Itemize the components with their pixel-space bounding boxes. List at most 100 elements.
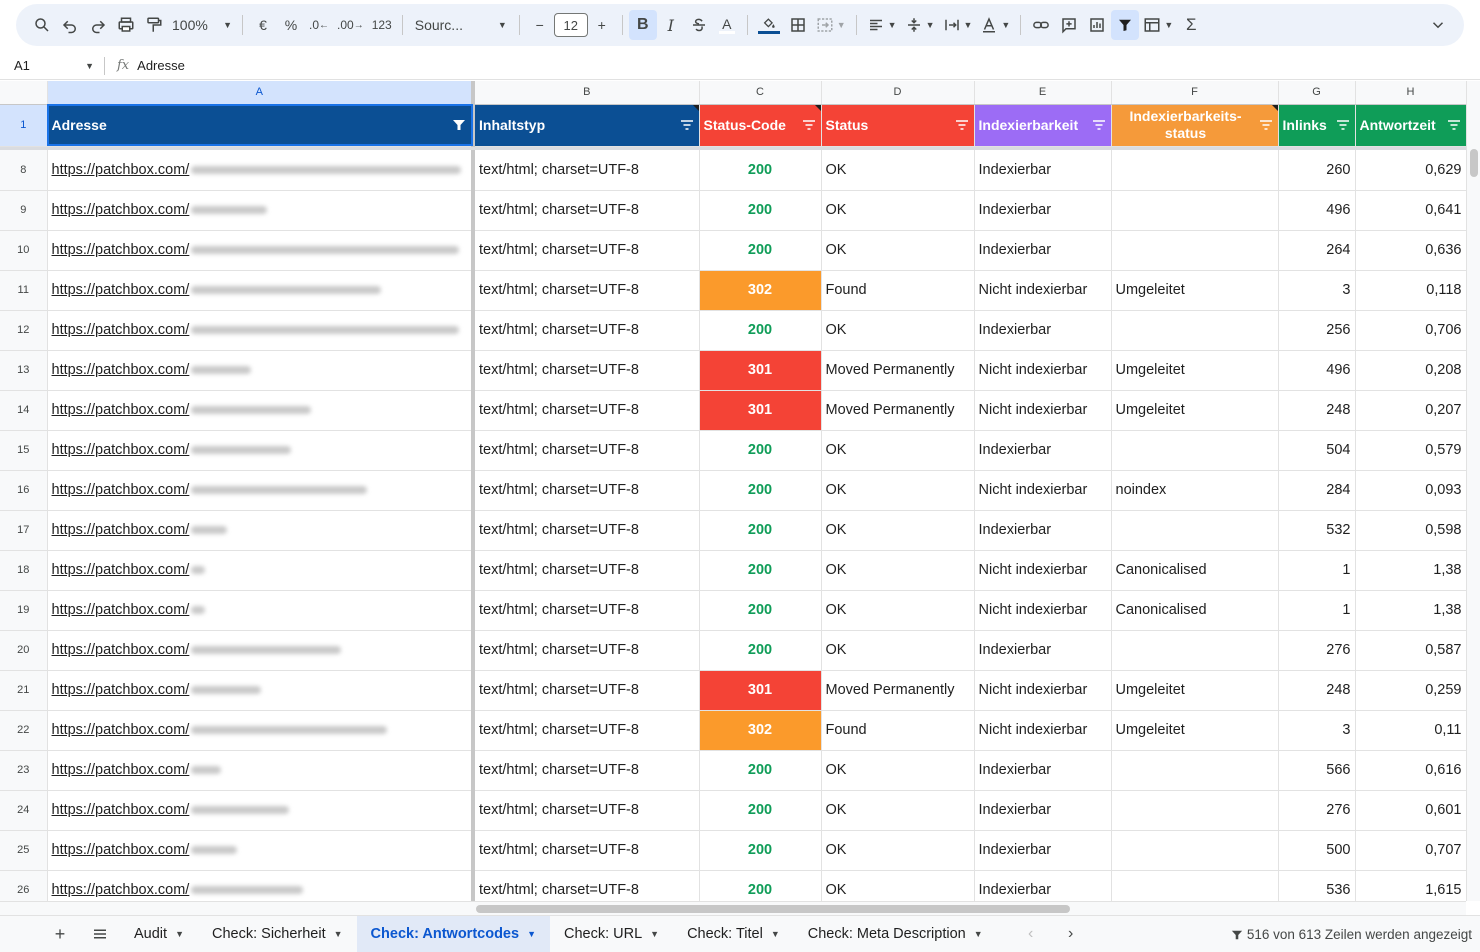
cell-inlinks[interactable]: 1 bbox=[1278, 550, 1356, 591]
cell-indexierbarkeit[interactable]: Indexierbar bbox=[974, 430, 1112, 471]
cell-indexierbarkeit[interactable]: Indexierbar bbox=[974, 150, 1112, 191]
cell-indexierbarkeitsstatus[interactable] bbox=[1111, 430, 1279, 471]
cell-inlinks[interactable]: 532 bbox=[1278, 510, 1356, 551]
cell-indexierbarkeitsstatus[interactable] bbox=[1111, 510, 1279, 551]
cell-antwortzeit[interactable]: 0,601 bbox=[1355, 790, 1466, 831]
cell-inlinks[interactable]: 496 bbox=[1278, 350, 1356, 391]
cell-adresse[interactable]: https://patchbox.com/ bbox=[47, 590, 475, 631]
cell-inhaltstyp[interactable]: text/html; charset=UTF-8 bbox=[473, 310, 700, 351]
cell-status[interactable]: OK bbox=[821, 590, 975, 631]
cell-indexierbarkeitsstatus[interactable] bbox=[1111, 870, 1279, 901]
cell-inlinks[interactable]: 504 bbox=[1278, 430, 1356, 471]
cell-indexierbarkeit[interactable]: Indexierbar bbox=[974, 790, 1112, 831]
cell-status-code[interactable]: 301 bbox=[699, 390, 822, 431]
filter-lines-icon[interactable] bbox=[1447, 119, 1461, 131]
cell-adresse[interactable]: https://patchbox.com/ bbox=[47, 270, 475, 311]
row-number[interactable]: 9 bbox=[0, 190, 48, 231]
cell-antwortzeit[interactable]: 0,11 bbox=[1355, 710, 1466, 751]
cell-adresse[interactable]: https://patchbox.com/ bbox=[47, 190, 475, 231]
row-number[interactable]: 15 bbox=[0, 430, 48, 471]
currency-format-button[interactable]: € bbox=[249, 10, 277, 40]
sheet-tab[interactable]: Audit ▼ bbox=[120, 916, 198, 952]
cell-antwortzeit[interactable]: 0,616 bbox=[1355, 750, 1466, 791]
cell-adresse[interactable]: https://patchbox.com/ bbox=[47, 310, 475, 351]
cell-status[interactable]: OK bbox=[821, 870, 975, 901]
cell-antwortzeit[interactable]: 0,587 bbox=[1355, 630, 1466, 671]
cell-status[interactable]: Moved Permanently bbox=[821, 350, 975, 391]
filter-button[interactable] bbox=[1111, 10, 1140, 40]
borders-button[interactable] bbox=[784, 10, 812, 40]
row-number[interactable]: 25 bbox=[0, 830, 48, 871]
cell-antwortzeit[interactable]: 0,207 bbox=[1355, 390, 1466, 431]
horizontal-scrollbar-thumb[interactable] bbox=[476, 905, 1070, 913]
name-box[interactable]: A1 ▼ bbox=[0, 58, 100, 73]
cell-adresse[interactable]: https://patchbox.com/ bbox=[47, 870, 475, 901]
cell-inhaltstyp[interactable]: text/html; charset=UTF-8 bbox=[473, 590, 700, 631]
sheet-tab[interactable]: Check: Antwortcodes ▼ bbox=[356, 915, 550, 952]
cell-indexierbarkeit[interactable]: Nicht indexierbar bbox=[974, 670, 1112, 711]
insert-chart-button[interactable] bbox=[1083, 10, 1111, 40]
cell-status[interactable]: OK bbox=[821, 510, 975, 551]
cell-inhaltstyp[interactable]: text/html; charset=UTF-8 bbox=[473, 270, 700, 311]
undo-icon[interactable] bbox=[56, 10, 84, 40]
cell-status-code[interactable]: 200 bbox=[699, 150, 822, 191]
cell-indexierbarkeitsstatus[interactable] bbox=[1111, 230, 1279, 271]
print-icon[interactable] bbox=[112, 10, 140, 40]
cell-indexierbarkeit[interactable]: Nicht indexierbar bbox=[974, 270, 1112, 311]
cell-inhaltstyp[interactable]: text/html; charset=UTF-8 bbox=[473, 670, 700, 711]
cell-inhaltstyp[interactable]: text/html; charset=UTF-8 bbox=[473, 750, 700, 791]
cell-indexierbarkeitsstatus[interactable]: Umgeleitet bbox=[1111, 670, 1279, 711]
row-number[interactable]: 16 bbox=[0, 470, 48, 511]
column-header-c[interactable]: C bbox=[699, 81, 822, 105]
cell-antwortzeit[interactable]: 0,706 bbox=[1355, 310, 1466, 351]
cell-inlinks[interactable]: 496 bbox=[1278, 190, 1356, 231]
horizontal-scrollbar[interactable] bbox=[474, 901, 1466, 915]
header-cell-adresse[interactable]: Adresse bbox=[47, 104, 475, 147]
cell-inlinks[interactable]: 264 bbox=[1278, 230, 1356, 271]
cell-adresse[interactable]: https://patchbox.com/ bbox=[47, 550, 475, 591]
insert-comment-button[interactable] bbox=[1055, 10, 1083, 40]
row-number[interactable]: 23 bbox=[0, 750, 48, 791]
decrease-font-size-button[interactable]: − bbox=[526, 10, 554, 40]
cell-indexierbarkeitsstatus[interactable]: Umgeleitet bbox=[1111, 390, 1279, 431]
row-number[interactable]: 10 bbox=[0, 230, 48, 271]
filter-lines-icon[interactable] bbox=[802, 119, 816, 131]
chevron-down-icon[interactable]: ▼ bbox=[770, 929, 780, 939]
cell-indexierbarkeitsstatus[interactable] bbox=[1111, 790, 1279, 831]
cell-status[interactable]: Moved Permanently bbox=[821, 670, 975, 711]
cell-adresse[interactable]: https://patchbox.com/ bbox=[47, 230, 475, 271]
cell-adresse[interactable]: https://patchbox.com/ bbox=[47, 510, 475, 551]
cell-status-code[interactable]: 302 bbox=[699, 710, 822, 751]
cell-status-code[interactable]: 200 bbox=[699, 510, 822, 551]
cell-adresse[interactable]: https://patchbox.com/ bbox=[47, 350, 475, 391]
cell-indexierbarkeitsstatus[interactable]: Umgeleitet bbox=[1111, 350, 1279, 391]
cell-antwortzeit[interactable]: 0,636 bbox=[1355, 230, 1466, 271]
row-number[interactable]: 13 bbox=[0, 350, 48, 391]
cell-antwortzeit[interactable]: 1,615 bbox=[1355, 870, 1466, 901]
cell-adresse[interactable]: https://patchbox.com/ bbox=[47, 710, 475, 751]
cell-indexierbarkeit[interactable]: Nicht indexierbar bbox=[974, 710, 1112, 751]
cell-status-code[interactable]: 200 bbox=[699, 190, 822, 231]
cell-status[interactable]: OK bbox=[821, 830, 975, 871]
column-header-e[interactable]: E bbox=[974, 81, 1112, 105]
all-sheets-button[interactable] bbox=[80, 916, 120, 952]
cell-status[interactable]: OK bbox=[821, 230, 975, 271]
cell-status-code[interactable]: 301 bbox=[699, 670, 822, 711]
filter-lines-icon[interactable] bbox=[955, 119, 969, 131]
select-all-corner[interactable] bbox=[0, 81, 48, 105]
cell-status-code[interactable]: 200 bbox=[699, 630, 822, 671]
cell-adresse[interactable]: https://patchbox.com/ bbox=[47, 670, 475, 711]
frozen-row-divider[interactable] bbox=[0, 146, 1466, 150]
increase-font-size-button[interactable]: + bbox=[588, 10, 616, 40]
cell-antwortzeit[interactable]: 0,093 bbox=[1355, 470, 1466, 511]
cell-indexierbarkeit[interactable]: Nicht indexierbar bbox=[974, 350, 1112, 391]
cell-status[interactable]: OK bbox=[821, 470, 975, 511]
header-cell-indexierbarkeitsstatus[interactable]: Indexierbarkeits-status bbox=[1111, 104, 1279, 147]
sheet-tab[interactable]: Check: Sicherheit ▼ bbox=[198, 916, 357, 952]
cell-inlinks[interactable]: 566 bbox=[1278, 750, 1356, 791]
cell-status[interactable]: Found bbox=[821, 710, 975, 751]
cell-adresse[interactable]: https://patchbox.com/ bbox=[47, 430, 475, 471]
cell-indexierbarkeitsstatus[interactable] bbox=[1111, 830, 1279, 871]
decrease-decimals-button[interactable]: .0 ← bbox=[305, 10, 333, 40]
cell-status-code[interactable]: 200 bbox=[699, 550, 822, 591]
